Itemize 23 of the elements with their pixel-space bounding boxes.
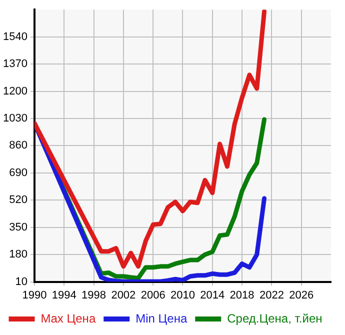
legend-label: Min Цена (136, 311, 188, 326)
x-tick-label: 1994 (52, 289, 76, 302)
y-tick-label: 1540 (2, 30, 28, 43)
y-tick-label: 1030 (2, 112, 28, 125)
x-tick-label: 2006 (140, 289, 166, 302)
y-tick-label: 690 (9, 166, 28, 179)
y-tick-label: 10 (15, 276, 28, 288)
y-tick-label: 520 (9, 194, 28, 206)
y-tick-label: 1200 (2, 85, 28, 98)
y-tick-label: 860 (9, 140, 28, 152)
x-tick-label: 2002 (111, 289, 136, 302)
x-tick-label: 2026 (289, 289, 314, 302)
y-tick-label: 180 (9, 248, 28, 261)
y-tick-label: 350 (9, 221, 28, 234)
x-tick-label: 2014 (200, 289, 225, 302)
x-tick-label: 1990 (22, 289, 47, 302)
legend-label: Сред.Цена, т.йен (227, 311, 322, 326)
x-tick-label: 1998 (82, 289, 106, 302)
x-tick-label: 2022 (259, 289, 284, 302)
legend-label: Max Цена (40, 311, 96, 326)
y-tick-label: 1370 (2, 58, 28, 70)
x-tick-label: 2018 (230, 289, 254, 302)
x-tick-label: 2010 (170, 289, 195, 302)
